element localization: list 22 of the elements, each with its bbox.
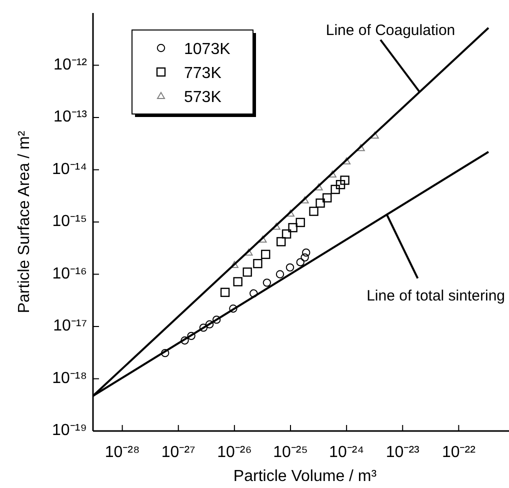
y-axis-title: Particle Surface Area / m² xyxy=(16,130,33,314)
y-tick-label: 10⁻¹⁵ xyxy=(52,213,87,230)
legend-label: 1073K xyxy=(184,41,231,58)
annotation: Line of total sintering xyxy=(366,287,505,304)
y-tick-label: 10⁻¹² xyxy=(54,56,88,74)
x-tick-label: 10⁻²³ xyxy=(386,444,420,461)
y-tick-label: 10⁻¹⁴ xyxy=(52,160,88,178)
y-tick-label: 10⁻¹³ xyxy=(54,108,88,126)
x-tick-label: 10⁻²² xyxy=(442,444,476,461)
y-tick-label: 10⁻¹⁷ xyxy=(53,318,88,334)
annotation: Line of Coagulation xyxy=(326,22,456,39)
x-tick-label: 10⁻²⁵ xyxy=(273,444,308,461)
x-axis-title: Particle Volume / m³ xyxy=(233,468,378,485)
y-tick-label: 10⁻¹⁸ xyxy=(52,370,87,387)
x-tick-label: 10⁻²⁶ xyxy=(217,444,252,461)
legend-label: 773K xyxy=(184,65,222,82)
y-tick-label: 10⁻¹⁹ xyxy=(52,422,87,439)
legend-label: 573K xyxy=(184,89,222,106)
x-tick-label: 10⁻²⁷ xyxy=(161,444,196,461)
y-tick-label: 10⁻¹⁶ xyxy=(52,265,87,282)
x-tick-label: 10⁻²⁸ xyxy=(104,444,140,461)
x-tick-label: 10⁻²⁴ xyxy=(329,444,364,461)
